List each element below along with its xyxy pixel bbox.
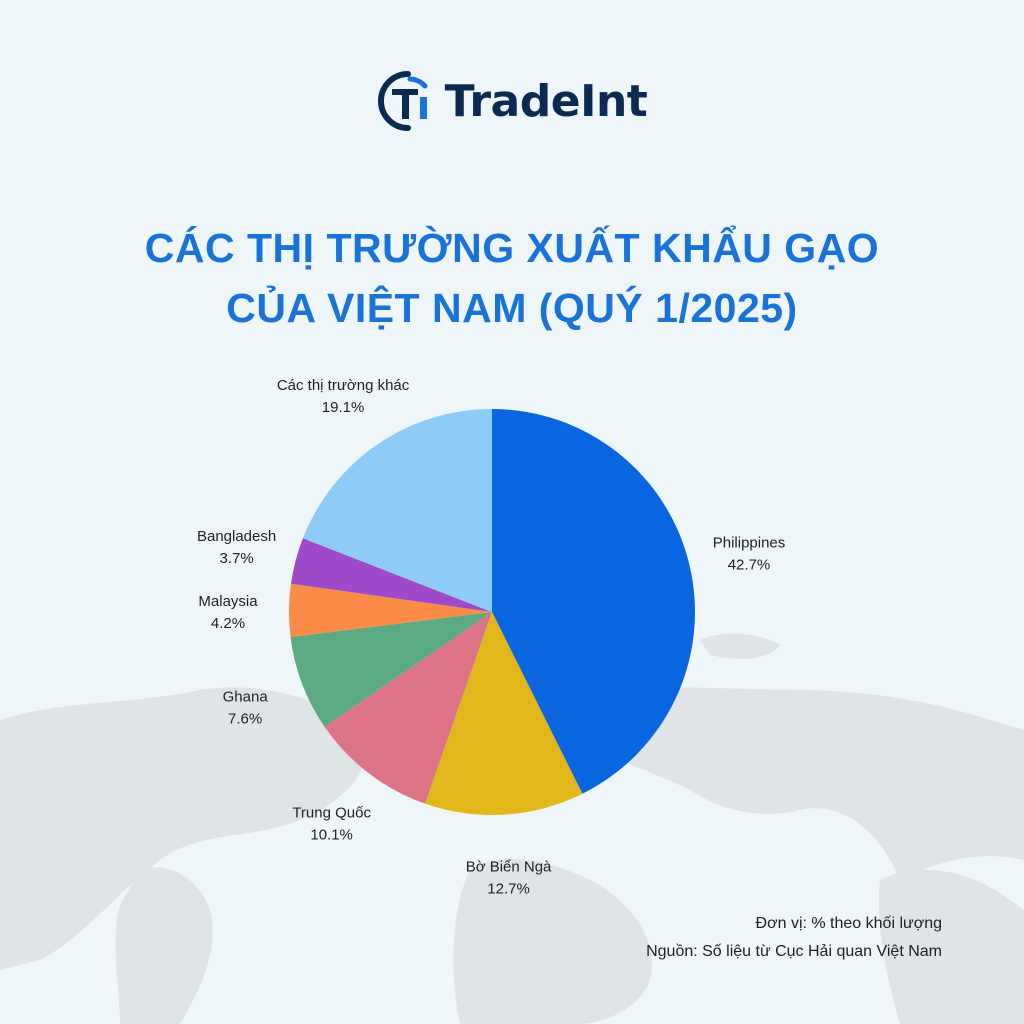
slice-value-2: 10.1% — [310, 827, 353, 844]
brand-logo: TradeInt — [0, 66, 1024, 136]
pie-labels: Philippines 42.7% Bờ Biển Ngà 12.7% Trung Qu… — [197, 377, 785, 897]
source-note: Nguồn: Số liệu từ Cục Hải quan Việt Nam — [646, 943, 942, 960]
pie-slice-2 — [324, 612, 492, 804]
pie-slice-5 — [290, 538, 492, 612]
pie-slice-1 — [425, 612, 583, 815]
pie-slice-4 — [289, 583, 492, 638]
pie-slice-3 — [290, 612, 492, 727]
slice-value-5: 3.7% — [219, 550, 253, 567]
brand-name: TradeInt — [444, 75, 648, 127]
slice-label-3: Ghana — [223, 689, 269, 706]
title-line-2: CỦA VIỆT NAM (QUÝ 1/2025) — [226, 285, 798, 331]
slice-label-4: Malaysia — [198, 593, 258, 610]
slice-label-6: Các thị trường khác — [277, 377, 410, 394]
pie-slice-0 — [492, 409, 695, 794]
pie-slices — [289, 409, 695, 815]
pie-slice-6 — [302, 409, 492, 612]
slice-value-3: 7.6% — [228, 711, 262, 728]
chart-title: CÁC THỊ TRƯỜNG XUẤT KHẨU GẠO CỦA VIỆT NA… — [40, 218, 984, 338]
slice-label-5: Bangladesh — [197, 528, 276, 545]
tradeint-logo-icon — [377, 71, 428, 131]
slice-value-4: 4.2% — [211, 615, 245, 632]
slice-label-2: Trung Quốc — [292, 805, 371, 822]
title-line-1: CÁC THỊ TRƯỜNG XUẤT KHẨU GẠO — [144, 225, 880, 271]
slice-value-1: 12.7% — [487, 880, 530, 897]
slice-label-0: Philippines — [713, 535, 786, 552]
slice-value-0: 42.7% — [728, 557, 771, 574]
slice-value-6: 19.1% — [322, 399, 365, 416]
slice-label-1: Bờ Biển Ngà — [466, 858, 552, 875]
unit-note: Đơn vị: % theo khối lượng — [755, 915, 942, 932]
